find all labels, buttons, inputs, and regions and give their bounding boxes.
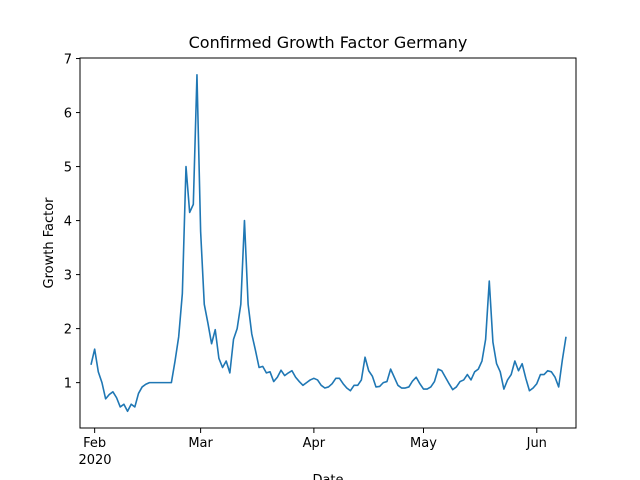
data-line (90, 73, 567, 413)
y-tick-label: 3 (64, 269, 72, 284)
x-axis-label: Date (312, 473, 343, 480)
y-tick-label: 5 (64, 161, 72, 176)
y-axis-label: Growth Factor (42, 197, 57, 289)
x-tick-label: Feb (83, 436, 106, 451)
y-tick-label: 2 (64, 323, 72, 338)
x-tick-label: Jun (526, 436, 547, 451)
x-tick-label: Apr (303, 436, 326, 451)
y-tick-label: 1 (64, 377, 72, 392)
plot-frame (79, 57, 577, 429)
x-tick-label: May (410, 436, 437, 451)
chart-title: Confirmed Growth Factor Germany (189, 33, 468, 52)
y-tick-label: 7 (64, 53, 72, 68)
x-tick-label: Mar (188, 436, 213, 451)
y-tick-label: 6 (64, 107, 72, 122)
x-sublabel: 2020 (78, 453, 111, 468)
y-tick-label: 4 (64, 215, 72, 230)
